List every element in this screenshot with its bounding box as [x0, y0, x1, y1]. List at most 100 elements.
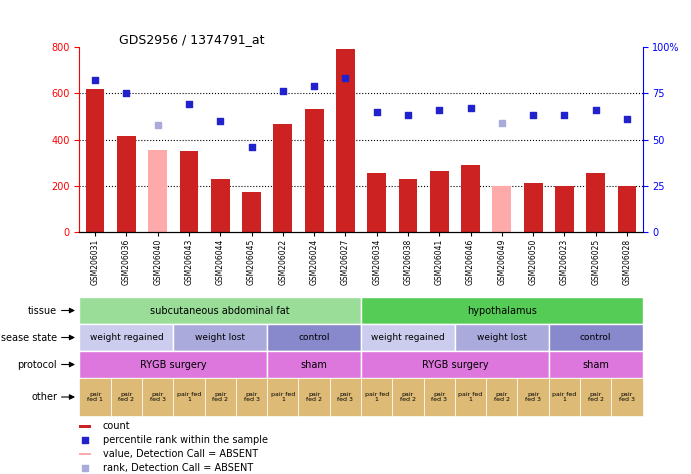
Text: other: other: [31, 392, 57, 402]
Bar: [330, 378, 361, 416]
Bar: [549, 351, 643, 378]
Point: [434, 106, 445, 114]
Point: [496, 119, 507, 127]
Bar: [79, 425, 91, 428]
Text: pair
fed 2: pair fed 2: [212, 392, 228, 402]
Bar: [549, 378, 580, 416]
Bar: [361, 297, 643, 324]
Bar: [142, 378, 173, 416]
Point: [80, 465, 91, 472]
Bar: [117, 136, 135, 232]
Point: [246, 143, 257, 151]
Point: [528, 112, 539, 119]
Bar: [79, 324, 173, 351]
Point: [371, 108, 382, 116]
Text: sham: sham: [583, 359, 609, 370]
Point: [465, 104, 476, 112]
Text: weight lost: weight lost: [196, 333, 245, 342]
Point: [183, 100, 194, 108]
Text: pair
fed 3: pair fed 3: [525, 392, 541, 402]
Text: pair
fed 2: pair fed 2: [306, 392, 322, 402]
Point: [309, 82, 320, 90]
Bar: [361, 378, 392, 416]
Point: [277, 88, 288, 95]
Bar: [361, 324, 455, 351]
Text: pair
fed 2: pair fed 2: [588, 392, 604, 402]
Bar: [455, 324, 549, 351]
Bar: [549, 324, 643, 351]
Bar: [79, 453, 91, 456]
Text: GDS2956 / 1374791_at: GDS2956 / 1374791_at: [119, 33, 265, 46]
Text: pair
fed 3: pair fed 3: [337, 392, 353, 402]
Bar: [79, 297, 361, 324]
Text: count: count: [103, 421, 131, 431]
Point: [80, 437, 91, 444]
Bar: [618, 186, 636, 232]
Text: pair fed
1: pair fed 1: [458, 392, 483, 402]
Bar: [486, 378, 518, 416]
Text: control: control: [580, 333, 612, 342]
Text: pair fed
1: pair fed 1: [365, 392, 389, 402]
Text: protocol: protocol: [17, 359, 57, 370]
Bar: [86, 89, 104, 232]
Bar: [211, 179, 229, 232]
Point: [215, 117, 226, 125]
Point: [621, 115, 632, 123]
Bar: [267, 351, 361, 378]
Text: hypothalamus: hypothalamus: [467, 306, 537, 316]
Bar: [173, 324, 267, 351]
Text: weight regained: weight regained: [371, 333, 445, 342]
Text: pair fed
1: pair fed 1: [177, 392, 201, 402]
Text: rank, Detection Call = ABSENT: rank, Detection Call = ABSENT: [103, 463, 253, 473]
Text: pair
fed 1: pair fed 1: [87, 392, 103, 402]
Bar: [242, 191, 261, 232]
Bar: [79, 378, 111, 416]
Bar: [555, 186, 574, 232]
Text: pair
fed 2: pair fed 2: [400, 392, 416, 402]
Text: pair
fed 2: pair fed 2: [494, 392, 510, 402]
Bar: [580, 378, 612, 416]
Text: weight lost: weight lost: [477, 333, 527, 342]
Bar: [612, 378, 643, 416]
Bar: [493, 186, 511, 232]
Bar: [524, 183, 542, 232]
Point: [121, 90, 132, 97]
Text: percentile rank within the sample: percentile rank within the sample: [103, 435, 267, 446]
Text: RYGB surgery: RYGB surgery: [422, 359, 489, 370]
Text: subcutaneous abdominal fat: subcutaneous abdominal fat: [151, 306, 290, 316]
Bar: [361, 351, 549, 378]
Point: [559, 112, 570, 119]
Text: sham: sham: [301, 359, 328, 370]
Bar: [205, 378, 236, 416]
Bar: [267, 324, 361, 351]
Bar: [336, 49, 354, 232]
Text: weight regained: weight regained: [90, 333, 163, 342]
Text: pair
fed 3: pair fed 3: [150, 392, 166, 402]
Text: RYGB surgery: RYGB surgery: [140, 359, 207, 370]
Bar: [430, 171, 448, 232]
Point: [340, 75, 351, 82]
Bar: [305, 109, 323, 232]
Point: [152, 121, 163, 128]
Bar: [299, 378, 330, 416]
Point: [402, 112, 413, 119]
Bar: [392, 378, 424, 416]
Bar: [518, 378, 549, 416]
Text: control: control: [299, 333, 330, 342]
Bar: [180, 151, 198, 232]
Bar: [455, 378, 486, 416]
Text: tissue: tissue: [28, 306, 57, 316]
Bar: [149, 150, 167, 232]
Bar: [267, 378, 299, 416]
Bar: [236, 378, 267, 416]
Text: value, Detection Call = ABSENT: value, Detection Call = ABSENT: [103, 449, 258, 459]
Point: [590, 106, 601, 114]
Bar: [586, 173, 605, 232]
Text: pair
fed 2: pair fed 2: [118, 392, 134, 402]
Text: disease state: disease state: [0, 332, 57, 343]
Bar: [461, 165, 480, 232]
Bar: [399, 179, 417, 232]
Text: pair fed
1: pair fed 1: [271, 392, 295, 402]
Bar: [368, 173, 386, 232]
Bar: [173, 378, 205, 416]
